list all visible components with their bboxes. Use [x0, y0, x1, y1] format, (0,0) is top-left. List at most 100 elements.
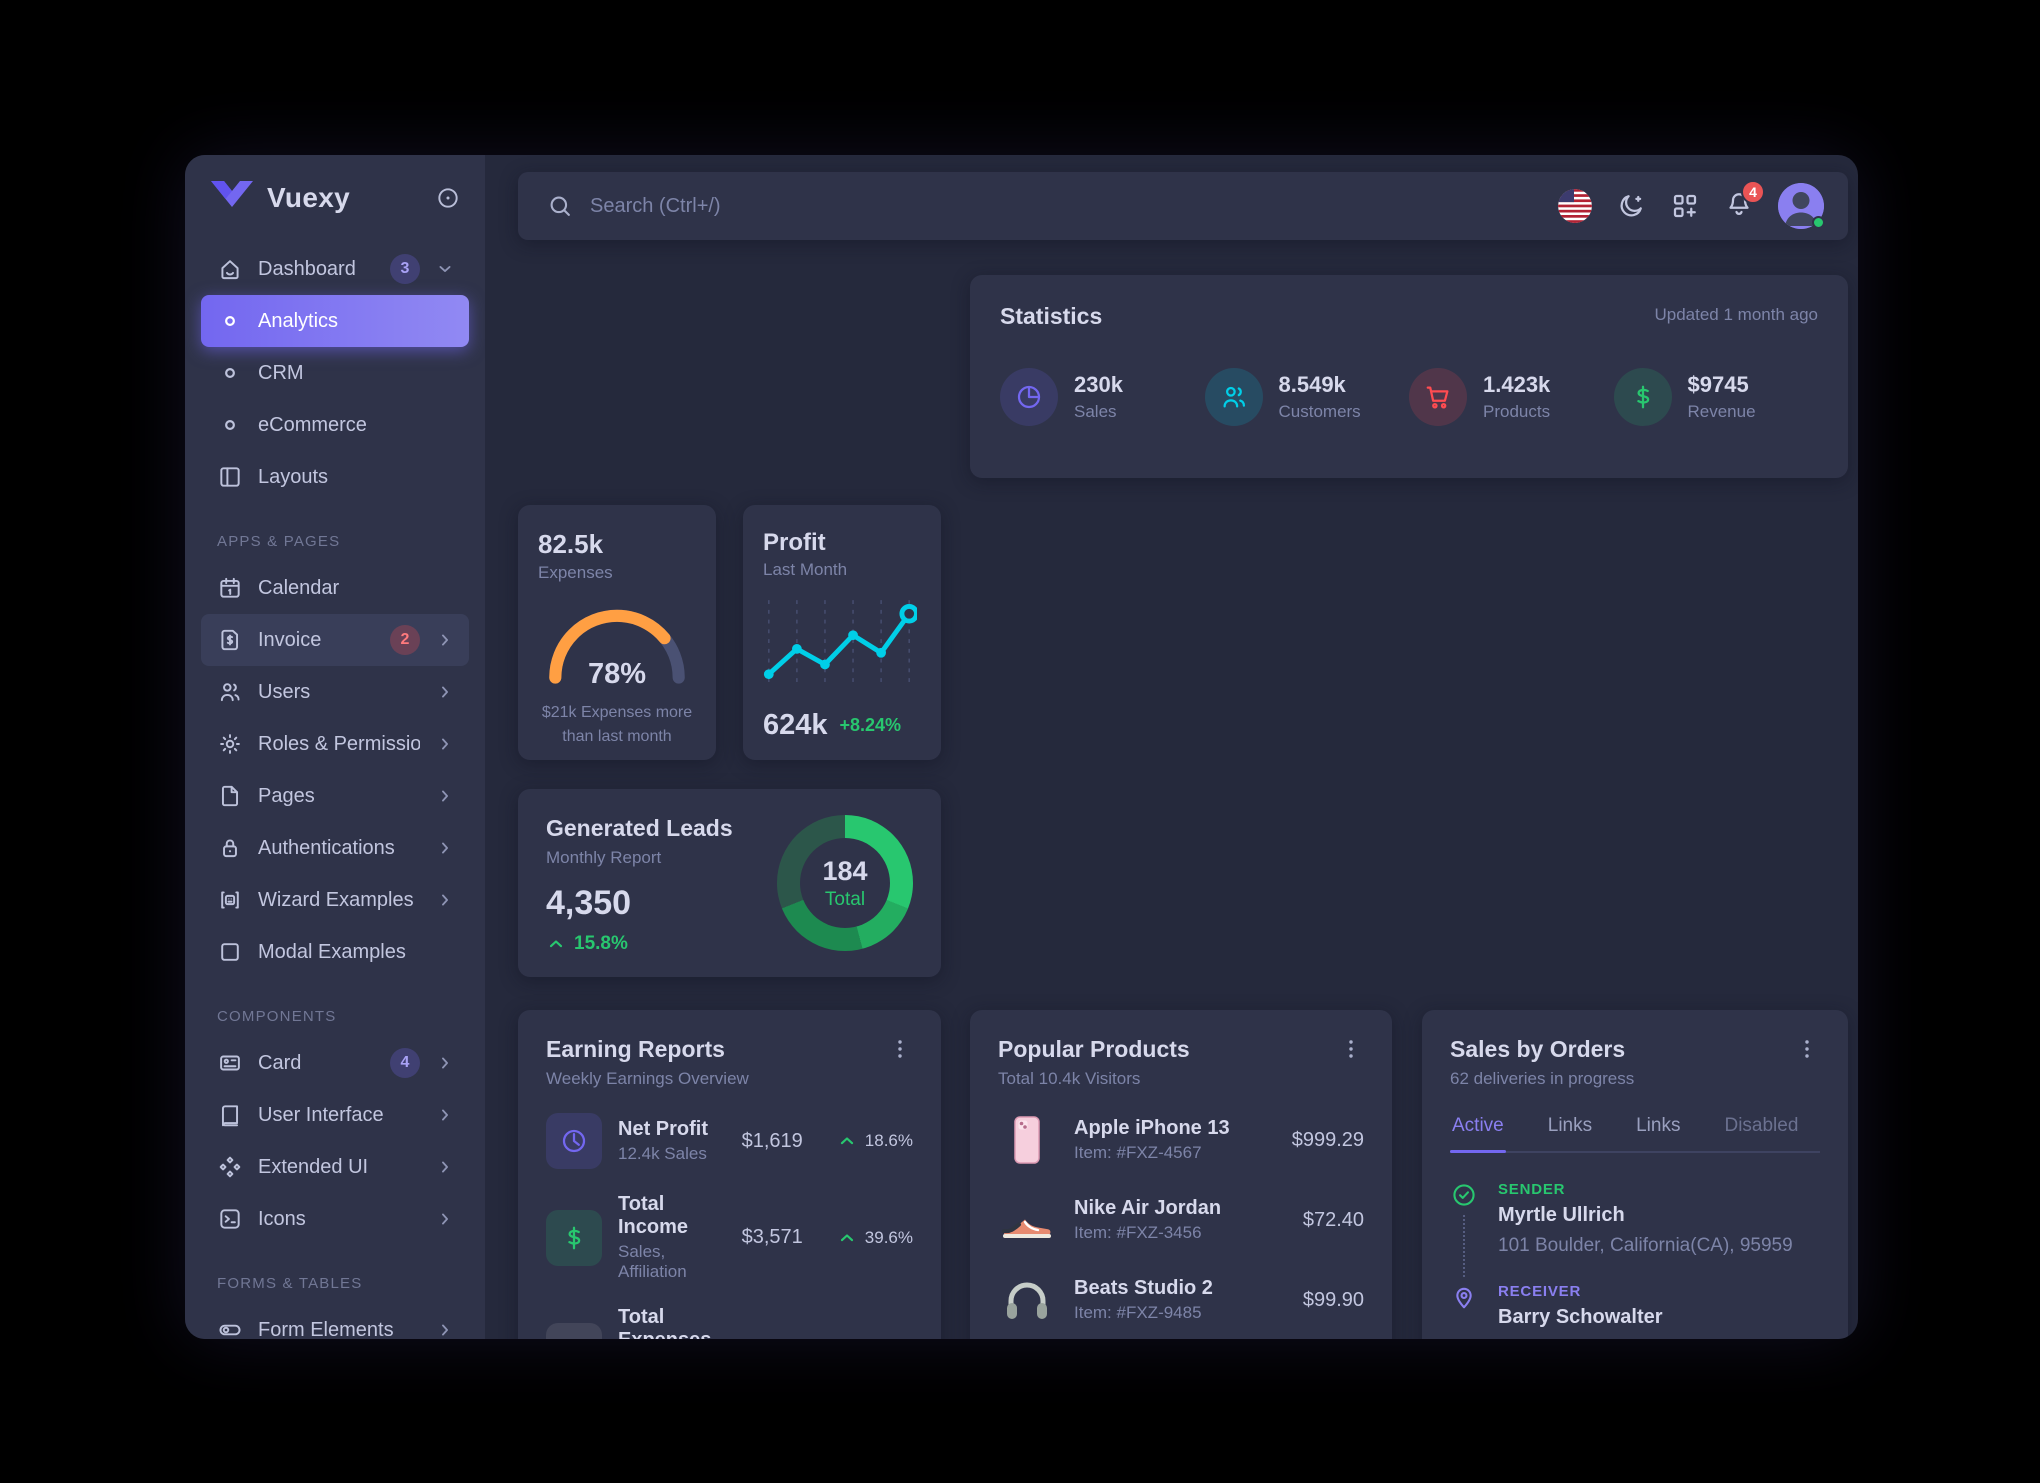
sidebar-collapse-toggle-icon[interactable] [435, 185, 461, 211]
sidebar-item-card[interactable]: Card 4 [201, 1037, 469, 1089]
layout-icon [217, 464, 243, 490]
product-row-iphone: Apple iPhone 13 Item: #FXZ-4567 $999.29 [998, 1111, 1364, 1169]
earning-row-sub: 12.4k Sales [618, 1144, 707, 1163]
lock-icon [217, 835, 243, 861]
sidebar-item-dashboard[interactable]: Dashboard 3 [201, 243, 469, 295]
sidebar-item-crm[interactable]: CRM [201, 347, 469, 399]
sidebar-item-authentications[interactable]: Authentications [201, 822, 469, 874]
sidebar-item-label: Dashboard [258, 257, 356, 280]
sidebar-item-label: Layouts [258, 465, 329, 488]
tab-links-1[interactable]: Links [1547, 1115, 1593, 1136]
kebab-menu-icon[interactable] [887, 1036, 913, 1062]
customers-icon [1204, 368, 1263, 426]
earning-subtitle: Weekly Earnings Overview [546, 1069, 749, 1088]
sidebar-item-label: Invoice [258, 628, 322, 651]
leads-donut-chart: 184 Total [777, 815, 913, 951]
sidebar-item-ecommerce[interactable]: eCommerce [201, 399, 469, 451]
search-icon [550, 196, 570, 216]
earning-row-label: Net Profit [618, 1118, 708, 1140]
chevron-right-icon [435, 630, 455, 650]
sidebar-item-users[interactable]: Users [201, 666, 469, 718]
circle-icon [217, 412, 243, 438]
orders-tabs: Active Links Links Disabled [1450, 1115, 1820, 1153]
chevron-right-icon [435, 1157, 455, 1177]
sidebar-item-extended-ui[interactable]: Extended UI [201, 1141, 469, 1193]
sidebar-item-label: User Interface [258, 1103, 384, 1126]
leads-subtitle: Monthly Report [546, 848, 662, 867]
book-icon [217, 1102, 243, 1128]
profit-title: Profit [763, 529, 826, 556]
tab-active[interactable]: Active [1450, 1115, 1506, 1153]
earning-row-change: 18.6% [864, 1131, 913, 1150]
main-content: 4 Statistics Updated 1 month ago [485, 155, 1858, 1339]
search-input[interactable] [590, 194, 1558, 218]
earning-row-total-income: Total Income Sales, Affiliation $3,571 3… [546, 1193, 913, 1282]
stat-label: Customers [1278, 402, 1361, 421]
sidebar-item-roles-permissions[interactable]: Roles & Permissions [201, 718, 469, 770]
chevron-right-icon [435, 786, 455, 806]
sidebar-section-components: COMPONENTS [217, 1008, 337, 1025]
moon-icon[interactable] [1616, 191, 1646, 221]
product-row-nike: Nike Air Jordan Item: #FXZ-3456 $72.40 [998, 1191, 1364, 1249]
users-icon [217, 679, 243, 705]
product-price: $99.90 [1302, 1288, 1364, 1311]
headphones-product-image [998, 1271, 1056, 1329]
expenses-label: Expenses [538, 563, 613, 582]
sidebar-item-form-elements[interactable]: Form Elements [201, 1304, 469, 1339]
sidebar-item-wizard-examples[interactable]: Wizard Examples [201, 874, 469, 926]
sidebar-item-invoice[interactable]: Invoice 2 [201, 614, 469, 666]
chevron-up-icon [840, 1233, 853, 1241]
sidebar-item-user-interface[interactable]: User Interface [201, 1089, 469, 1141]
orders-title: Sales by Orders [1450, 1036, 1626, 1062]
stat-products: 1.423k Products [1409, 368, 1614, 426]
file-icon [217, 783, 243, 809]
terminal-icon [217, 1206, 243, 1232]
receiver-name: Barry Schowalter [1498, 1306, 1663, 1328]
sidebar-item-calendar[interactable]: Calendar [201, 562, 469, 614]
sales-by-orders-card: Sales by Orders 62 deliveries in progres… [1422, 1010, 1848, 1339]
earning-row-change: 39.6% [864, 1227, 913, 1247]
dashboard-badge: 3 [390, 254, 420, 284]
topbar: 4 [518, 172, 1848, 240]
avatar[interactable] [1778, 183, 1825, 229]
chevron-right-icon [435, 1320, 455, 1339]
popular-title: Popular Products [998, 1036, 1190, 1062]
cart-icon [1409, 368, 1467, 426]
kebab-menu-icon[interactable] [1794, 1036, 1820, 1062]
invoice-icon [217, 627, 243, 653]
tab-disabled[interactable]: Disabled [1724, 1115, 1799, 1136]
notifications-button[interactable]: 4 [1724, 179, 1765, 224]
chevron-down-icon [435, 259, 455, 279]
id-card-icon [217, 1050, 243, 1076]
sidebar-item-label: Form Elements [258, 1318, 394, 1340]
chevron-up-icon [549, 940, 563, 948]
map-pin-icon [1456, 1287, 1472, 1309]
sidebar-item-label: Wizard Examples [258, 888, 414, 911]
shortcuts-grid-icon[interactable] [1670, 191, 1700, 221]
stat-sales: 230k Sales [1000, 368, 1205, 426]
profit-change: +8.24% [839, 715, 902, 735]
chevron-right-icon [435, 838, 455, 858]
chevron-right-icon [435, 890, 455, 910]
profit-value: 624k [763, 709, 828, 741]
sidebar-item-pages[interactable]: Pages [201, 770, 469, 822]
sidebar-item-modal-examples[interactable]: Modal Examples [201, 926, 469, 978]
earning-row-value: $3,571 [741, 1226, 803, 1248]
sidebar-item-label: Analytics [258, 309, 339, 332]
kebab-menu-icon[interactable] [1338, 1036, 1364, 1062]
earning-row-sub: Sales, Affiliation [618, 1242, 687, 1281]
sidebar-item-layouts[interactable]: Layouts [201, 451, 469, 503]
app-window: Vuexy Dashboard 3 Analytics CRM eCommerc… [185, 155, 1858, 1339]
sidebar-item-icons[interactable]: Icons [201, 1193, 469, 1245]
tab-links-2[interactable]: Links [1636, 1115, 1681, 1136]
sidebar-item-label: Users [258, 680, 311, 703]
sidebar-item-analytics[interactable]: Analytics [201, 295, 469, 347]
credit-card-icon [546, 1322, 602, 1339]
stat-value: 1.423k [1483, 372, 1551, 397]
check-circle-icon [1453, 1184, 1475, 1206]
sender-role: SENDER [1498, 1181, 1566, 1198]
earning-row-net-profit: Net Profit 12.4k Sales $1,619 18.6% [546, 1113, 913, 1169]
language-flag-icon[interactable] [1558, 189, 1592, 223]
gear-icon [217, 731, 243, 757]
receiver-address: 939 Orange, California(CA), 92118 [1498, 1337, 1790, 1339]
